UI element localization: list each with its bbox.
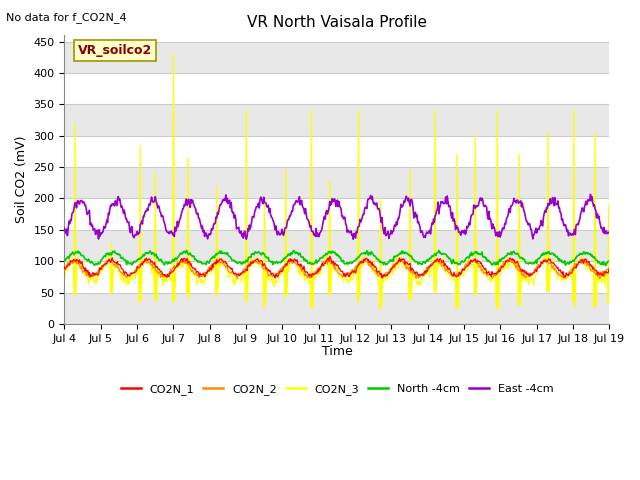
CO2N_1 [61, 264, 68, 270]
CO2N_2 [213, 256, 221, 262]
CO2N_3 [211, 255, 219, 261]
CO2N_3 [420, 273, 428, 279]
CO2N_2 [605, 266, 613, 272]
Line: CO2N_2: CO2N_2 [65, 259, 609, 279]
East -4cm [211, 221, 218, 227]
CO2N_3 [260, 305, 268, 311]
CO2N_1 [182, 258, 189, 264]
Legend: CO2N_1, CO2N_2, CO2N_3, North -4cm, East -4cm: CO2N_1, CO2N_2, CO2N_3, North -4cm, East… [116, 379, 557, 399]
CO2N_1 [326, 254, 333, 260]
East -4cm [182, 199, 189, 204]
CO2N_2 [70, 259, 78, 265]
Bar [65, 42, 609, 73]
CO2N_3 [182, 259, 190, 264]
Bar [65, 104, 609, 136]
CO2N_2 [211, 260, 218, 265]
Line: East -4cm: East -4cm [65, 194, 609, 239]
CO2N_3 [61, 277, 68, 283]
Bar [65, 73, 609, 104]
Bar [65, 292, 609, 324]
CO2N_2 [404, 266, 412, 272]
North -4cm [70, 252, 78, 257]
North -4cm [182, 248, 190, 253]
CO2N_2 [61, 267, 68, 273]
CO2N_2 [182, 261, 189, 266]
Line: CO2N_1: CO2N_1 [65, 257, 609, 278]
CO2N_1 [404, 262, 412, 268]
Text: No data for f_CO2N_4: No data for f_CO2N_4 [6, 12, 127, 23]
East -4cm [70, 204, 78, 209]
East -4cm [127, 230, 134, 236]
CO2N_1 [420, 269, 428, 275]
Bar [65, 136, 609, 167]
CO2N_1 [211, 260, 218, 265]
X-axis label: Time: Time [321, 345, 352, 358]
East -4cm [61, 226, 68, 231]
CO2N_3 [605, 303, 613, 309]
East -4cm [587, 192, 595, 197]
East -4cm [404, 198, 412, 204]
North -4cm [127, 261, 134, 266]
CO2N_2 [420, 271, 428, 277]
CO2N_2 [596, 276, 604, 282]
Bar [65, 167, 609, 198]
CO2N_3 [127, 272, 134, 278]
CO2N_1 [70, 257, 78, 263]
Y-axis label: Soil CO2 (mV): Soil CO2 (mV) [15, 136, 28, 223]
North -4cm [605, 258, 613, 264]
East -4cm [420, 234, 428, 240]
CO2N_1 [605, 265, 613, 271]
Line: North -4cm: North -4cm [65, 251, 609, 265]
CO2N_3 [404, 269, 412, 275]
CO2N_1 [378, 275, 386, 281]
Text: VR_soilco2: VR_soilco2 [78, 44, 152, 57]
North -4cm [61, 257, 68, 263]
Title: VR North Vaisala Profile: VR North Vaisala Profile [247, 15, 427, 30]
Bar [65, 230, 609, 261]
Line: CO2N_3: CO2N_3 [65, 54, 609, 308]
East -4cm [243, 236, 250, 242]
Bar [65, 198, 609, 230]
CO2N_3 [170, 51, 177, 57]
Bar [65, 261, 609, 292]
North -4cm [404, 251, 412, 257]
North -4cm [182, 250, 189, 256]
CO2N_2 [127, 274, 134, 279]
East -4cm [605, 228, 613, 234]
CO2N_3 [70, 291, 78, 297]
North -4cm [420, 259, 428, 264]
CO2N_1 [127, 270, 134, 276]
North -4cm [211, 252, 219, 258]
North -4cm [602, 263, 609, 268]
